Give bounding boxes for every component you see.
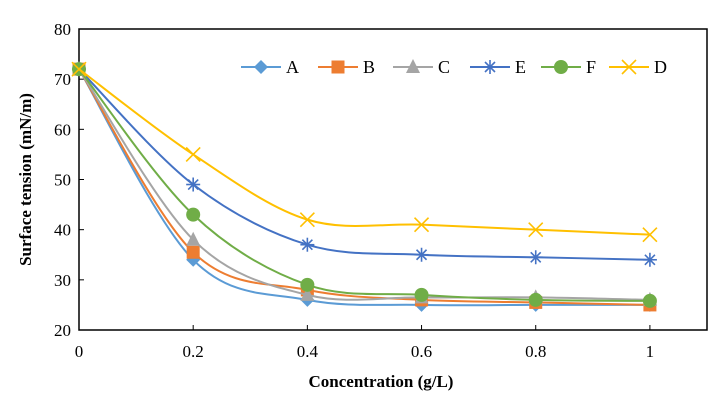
data-point-D <box>642 227 658 243</box>
series-line-F <box>78 68 650 302</box>
x-stroke <box>413 217 430 233</box>
x-stroke <box>71 61 87 77</box>
square-marker <box>186 245 200 259</box>
x-tick-label: 0.2 <box>183 342 204 361</box>
series-C <box>72 61 657 306</box>
data-point-D <box>413 217 430 233</box>
legend-item-B: B <box>318 57 375 77</box>
data-point-D <box>299 212 315 228</box>
series-layer <box>71 61 658 312</box>
series-B <box>72 62 657 312</box>
star-stroke <box>644 254 656 266</box>
star-stroke <box>530 251 542 263</box>
x-stroke <box>528 222 544 238</box>
triangle-marker <box>186 231 201 246</box>
y-tick-label: 80 <box>54 20 71 39</box>
y-tick-label: 60 <box>54 120 71 139</box>
data-point-D <box>528 222 544 238</box>
legend-label: D <box>654 57 667 77</box>
series-E <box>72 62 657 267</box>
data-point-F <box>528 292 543 307</box>
circle-marker <box>300 277 315 292</box>
legend-item-E: E <box>470 57 526 77</box>
legend-marker <box>331 60 345 74</box>
circle-marker <box>414 287 429 302</box>
legend-label: B <box>363 57 375 77</box>
y-tick-label: 30 <box>54 271 71 290</box>
x-axis-title: Concentration (g/L) <box>309 372 454 391</box>
star-stroke <box>301 239 313 251</box>
x-stroke <box>621 59 637 75</box>
x-tick-label: 1 <box>646 342 655 361</box>
circle-marker <box>528 292 543 307</box>
series-line-A <box>78 68 650 307</box>
data-point-E <box>300 237 315 252</box>
y-tick-label: 20 <box>54 321 71 340</box>
star-stroke <box>187 178 199 191</box>
data-point-D <box>71 61 87 77</box>
legend-label: A <box>286 57 299 77</box>
x-stroke <box>642 227 658 243</box>
circle-marker <box>186 207 201 222</box>
legend-marker <box>406 59 420 73</box>
data-point-B <box>186 245 200 259</box>
x-stroke <box>185 146 201 162</box>
legend-label: C <box>438 57 450 77</box>
plot-border <box>78 28 708 331</box>
plot-area <box>78 28 708 331</box>
data-point-E <box>414 247 429 262</box>
legend-label: E <box>515 57 526 77</box>
star-stroke <box>415 249 428 261</box>
y-tick-label: 50 <box>54 171 71 190</box>
star-stroke <box>484 61 496 73</box>
legend-marker <box>254 60 268 74</box>
series-line-B <box>78 68 650 306</box>
data-point-F <box>642 293 657 308</box>
circle-marker <box>642 293 657 308</box>
series-line-E <box>78 68 650 261</box>
x-tick-label: 0.4 <box>297 342 319 361</box>
legend-marker <box>554 60 568 74</box>
y-tick-label: 70 <box>54 70 71 89</box>
legend-marker <box>621 59 637 75</box>
data-point-F <box>300 277 315 292</box>
triangle-marker <box>300 286 315 301</box>
legend-item-A: A <box>241 57 299 77</box>
data-point-D <box>185 146 201 162</box>
circle-marker <box>554 60 568 74</box>
data-point-C <box>300 286 315 301</box>
data-point-E <box>186 177 201 192</box>
data-point-E <box>642 252 657 267</box>
legend-marker <box>483 60 497 74</box>
data-point-E <box>528 250 543 265</box>
x-stroke <box>299 212 315 228</box>
x-tick-label: 0.6 <box>411 342 432 361</box>
series-A <box>72 62 657 312</box>
x-tick-label: 0.8 <box>525 342 546 361</box>
triangle-marker <box>406 59 420 73</box>
data-point-C <box>186 231 201 246</box>
x-axis: 0 0.2 0.4 0.6 0.8 1 <box>75 325 654 361</box>
square-marker <box>331 60 345 74</box>
legend-label: F <box>586 57 596 77</box>
series-line-D <box>78 68 650 236</box>
legend-item-C: C <box>393 57 450 77</box>
legend-item-D: D <box>609 57 667 77</box>
series-D <box>71 61 658 243</box>
y-axis: 20 30 40 50 60 70 80 <box>54 20 84 340</box>
y-tick-label: 40 <box>54 221 71 240</box>
diamond-marker <box>254 60 268 74</box>
x-tick-label: 0 <box>75 342 84 361</box>
legend-item-F: F <box>541 57 596 77</box>
data-point-F <box>186 207 201 222</box>
y-axis-title: Surface tension (mN/m) <box>16 93 35 266</box>
data-point-F <box>414 287 429 302</box>
series-F <box>72 62 657 308</box>
